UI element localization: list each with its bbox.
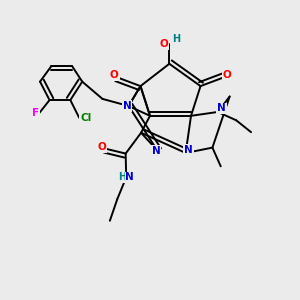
Text: O: O bbox=[98, 142, 106, 152]
Text: N: N bbox=[123, 101, 131, 111]
Text: O: O bbox=[160, 40, 168, 50]
Text: H: H bbox=[118, 172, 127, 182]
Text: O: O bbox=[223, 70, 232, 80]
Text: N: N bbox=[184, 145, 193, 155]
Text: N: N bbox=[125, 172, 134, 182]
Text: Cl: Cl bbox=[80, 113, 92, 123]
Text: N: N bbox=[217, 103, 226, 113]
Text: F: F bbox=[32, 108, 39, 118]
Text: N: N bbox=[152, 146, 160, 156]
Text: O: O bbox=[110, 70, 119, 80]
Text: H: H bbox=[172, 34, 180, 44]
